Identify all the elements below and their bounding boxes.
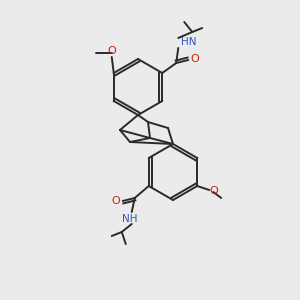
- Text: O: O: [107, 46, 116, 56]
- Text: O: O: [210, 186, 219, 196]
- Text: O: O: [191, 54, 200, 64]
- Text: HN: HN: [181, 37, 197, 47]
- Text: NH: NH: [122, 214, 137, 224]
- Text: O: O: [111, 196, 120, 206]
